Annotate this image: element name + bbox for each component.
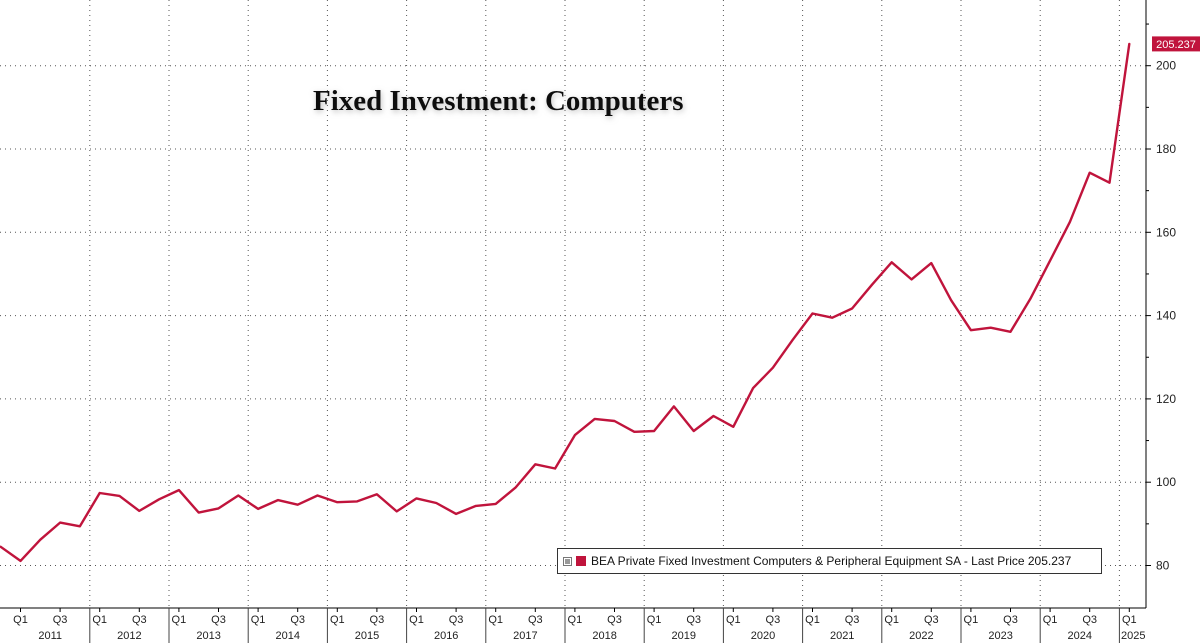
xtick-quarter-2014-Q1: Q1 xyxy=(251,614,266,626)
xtick-year-2022: 2022 xyxy=(909,630,933,642)
last-value-tag: 205.237 xyxy=(1152,36,1200,52)
xtick-quarter-2020-Q3: Q3 xyxy=(766,614,781,626)
xtick-quarter-2018-Q3: Q3 xyxy=(607,614,622,626)
xtick-quarter-2018-Q1: Q1 xyxy=(568,614,583,626)
ytick-label-120: 120 xyxy=(1156,392,1176,406)
xtick-quarter-2011-Q1: Q1 xyxy=(13,614,28,626)
xtick-quarter-2024-Q3: Q3 xyxy=(1082,614,1097,626)
xtick-quarter-2016-Q1: Q1 xyxy=(409,614,424,626)
ytick-label-200: 200 xyxy=(1156,59,1176,73)
xtick-year-2017: 2017 xyxy=(513,630,537,642)
xtick-quarter-2024-Q1: Q1 xyxy=(1043,614,1058,626)
ytick-label-140: 140 xyxy=(1156,309,1176,323)
xtick-quarter-2019-Q3: Q3 xyxy=(686,614,701,626)
xtick-year-2021: 2021 xyxy=(830,630,854,642)
xtick-quarter-2015-Q3: Q3 xyxy=(370,614,385,626)
year-dividers xyxy=(89,608,1120,643)
last-value-label: 205.237 xyxy=(1156,39,1196,51)
xtick-year-2019: 2019 xyxy=(672,630,696,642)
xtick-quarter-2016-Q3: Q3 xyxy=(449,614,464,626)
xtick-quarter-2011-Q3: Q3 xyxy=(53,614,68,626)
xtick-year-2020: 2020 xyxy=(751,630,775,642)
xtick-quarter-2019-Q1: Q1 xyxy=(647,614,662,626)
xtick-quarter-2012-Q1: Q1 xyxy=(92,614,107,626)
chart-title: Fixed Investment: Computers xyxy=(313,85,684,117)
legend-swatch xyxy=(576,556,586,566)
ytick-label-100: 100 xyxy=(1156,475,1176,489)
xtick-year-2013: 2013 xyxy=(196,630,220,642)
xtick-year-2015: 2015 xyxy=(355,630,379,642)
xtick-quarter-2023-Q1: Q1 xyxy=(964,614,979,626)
y-axis-ticks: 80 100 120 140 160 180 200 xyxy=(1146,23,1176,573)
xtick-year-2023: 2023 xyxy=(988,630,1012,642)
xtick-year-2025: 2025 xyxy=(1121,630,1145,642)
xtick-year-2014: 2014 xyxy=(276,630,300,642)
last-value-tag-bg xyxy=(1152,36,1200,52)
xtick-quarter-2023-Q3: Q3 xyxy=(1003,614,1018,626)
xtick-quarter-2017-Q1: Q1 xyxy=(488,614,503,626)
ytick-label-80: 80 xyxy=(1156,559,1170,573)
x-axis-ticks: Q1 Q3 2011 Q1 Q3 2012 Q1 Q3 2013 Q1 Q3 2014 Q1 Q3 2015… xyxy=(13,608,1146,642)
legend[interactable]: BEA Private Fixed Investment Computers &… xyxy=(557,548,1102,574)
legend-toggle-icon[interactable] xyxy=(563,556,572,566)
legend-label: BEA Private Fixed Investment Computers &… xyxy=(591,554,1072,568)
xtick-quarter-2013-Q3: Q3 xyxy=(211,614,226,626)
xtick-year-2012: 2012 xyxy=(117,630,141,642)
xtick-year-2011: 2011 xyxy=(38,630,62,642)
xtick-quarter-2012-Q3: Q3 xyxy=(132,614,147,626)
xtick-quarter-2025-Q1: Q1 xyxy=(1122,614,1137,626)
xtick-year-2024: 2024 xyxy=(1068,630,1092,642)
ytick-label-180: 180 xyxy=(1156,142,1176,156)
xtick-quarter-2022-Q3: Q3 xyxy=(924,614,939,626)
ytick-label-160: 160 xyxy=(1156,225,1176,239)
xtick-year-2018: 2018 xyxy=(592,630,616,642)
series-line xyxy=(0,42,1131,563)
horizontal-gridlines xyxy=(0,65,1146,566)
xtick-quarter-2021-Q1: Q1 xyxy=(805,614,820,626)
series-points xyxy=(1,44,1130,561)
xtick-quarter-2014-Q3: Q3 xyxy=(290,614,305,626)
xtick-quarter-2017-Q3: Q3 xyxy=(528,614,543,626)
xtick-quarter-2015-Q1: Q1 xyxy=(330,614,345,626)
xtick-year-2016: 2016 xyxy=(434,630,458,642)
xtick-quarter-2013-Q1: Q1 xyxy=(172,614,187,626)
xtick-quarter-2020-Q1: Q1 xyxy=(726,614,741,626)
xtick-quarter-2021-Q3: Q3 xyxy=(845,614,860,626)
xtick-quarter-2022-Q1: Q1 xyxy=(884,614,899,626)
